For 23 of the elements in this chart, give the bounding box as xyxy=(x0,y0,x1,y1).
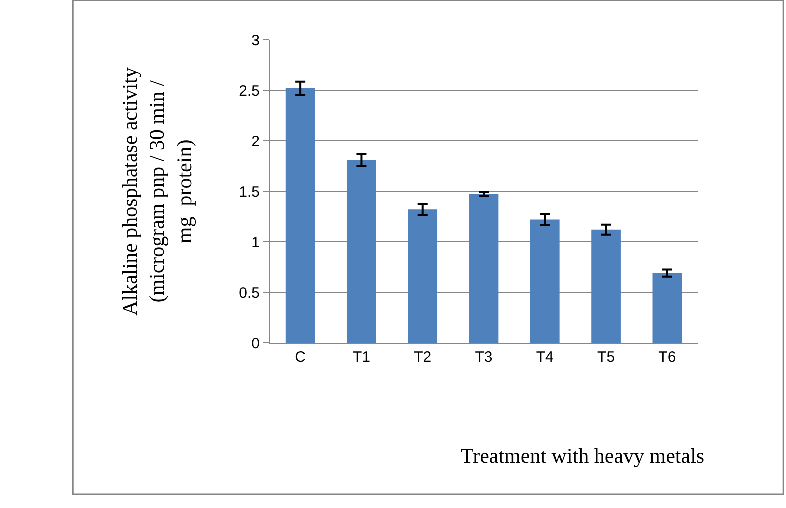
y-tick-label: 0.5 xyxy=(239,284,260,302)
y-tick-label: 0 xyxy=(252,335,260,352)
x-axis-title: Treatment with heavy metals xyxy=(461,444,705,468)
bar xyxy=(286,88,316,343)
y-tick-label: 3 xyxy=(252,32,260,50)
y-tick-label: 1.5 xyxy=(239,184,260,201)
bar xyxy=(592,230,621,343)
y-tick-label: 2 xyxy=(252,133,260,150)
x-tick-label: T5 xyxy=(598,349,616,366)
bar xyxy=(408,210,438,343)
x-tick-label: C xyxy=(295,349,306,366)
bar xyxy=(530,220,560,343)
x-tick-label: T6 xyxy=(658,349,676,366)
x-tick-label: T3 xyxy=(475,349,493,366)
bar xyxy=(652,273,682,343)
x-tick-label: T2 xyxy=(414,349,432,366)
x-tick-label: T4 xyxy=(536,349,554,366)
y-tick-label: 1 xyxy=(252,234,260,252)
y-tick-label: 2.5 xyxy=(239,82,260,100)
x-tick-label: T1 xyxy=(352,349,370,366)
y-axis-title: Alkaline phosphatase activity (microgram pnp / 30 min / mg protein) xyxy=(118,66,197,316)
bar xyxy=(347,160,376,343)
bar xyxy=(469,194,499,343)
